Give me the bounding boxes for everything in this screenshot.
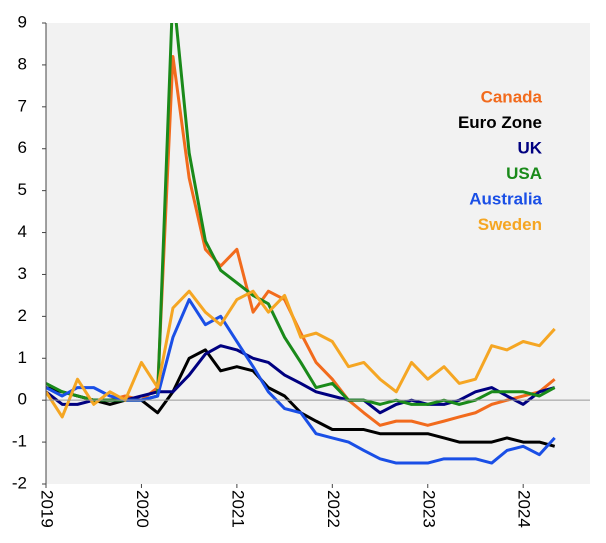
y-tick-label: 4	[18, 222, 27, 241]
x-tick-label: 2023	[419, 490, 438, 528]
legend-entry: Australia	[469, 189, 542, 208]
legend-entry: Euro Zone	[458, 113, 542, 132]
x-tick-label: 2019	[38, 490, 57, 528]
plot-area	[46, 23, 590, 484]
x-tick-label: 2022	[324, 490, 343, 528]
series-line	[46, 289, 556, 419]
y-tick-label: 1	[18, 348, 27, 367]
y-tick-label: 3	[18, 264, 27, 283]
y-tick-label: 7	[18, 96, 27, 115]
y-tick-label: -1	[12, 432, 27, 451]
y-tick-label: 2	[18, 306, 27, 325]
x-tick-label: 2024	[515, 490, 534, 528]
legend-entry: Canada	[481, 87, 543, 106]
legend-entry: Sweden	[478, 215, 542, 234]
y-tick-label: 0	[18, 390, 27, 409]
y-tick-label: 8	[18, 54, 27, 73]
legend-entry: UK	[517, 138, 542, 157]
legend-entry: USA	[506, 164, 542, 183]
x-tick-label: 2021	[228, 490, 247, 528]
y-tick-label: 6	[18, 138, 27, 157]
y-tick-label: -2	[12, 473, 27, 492]
y-tick-label: 9	[18, 12, 27, 31]
y-tick-label: 5	[18, 180, 27, 199]
x-tick-label: 2020	[133, 490, 152, 528]
